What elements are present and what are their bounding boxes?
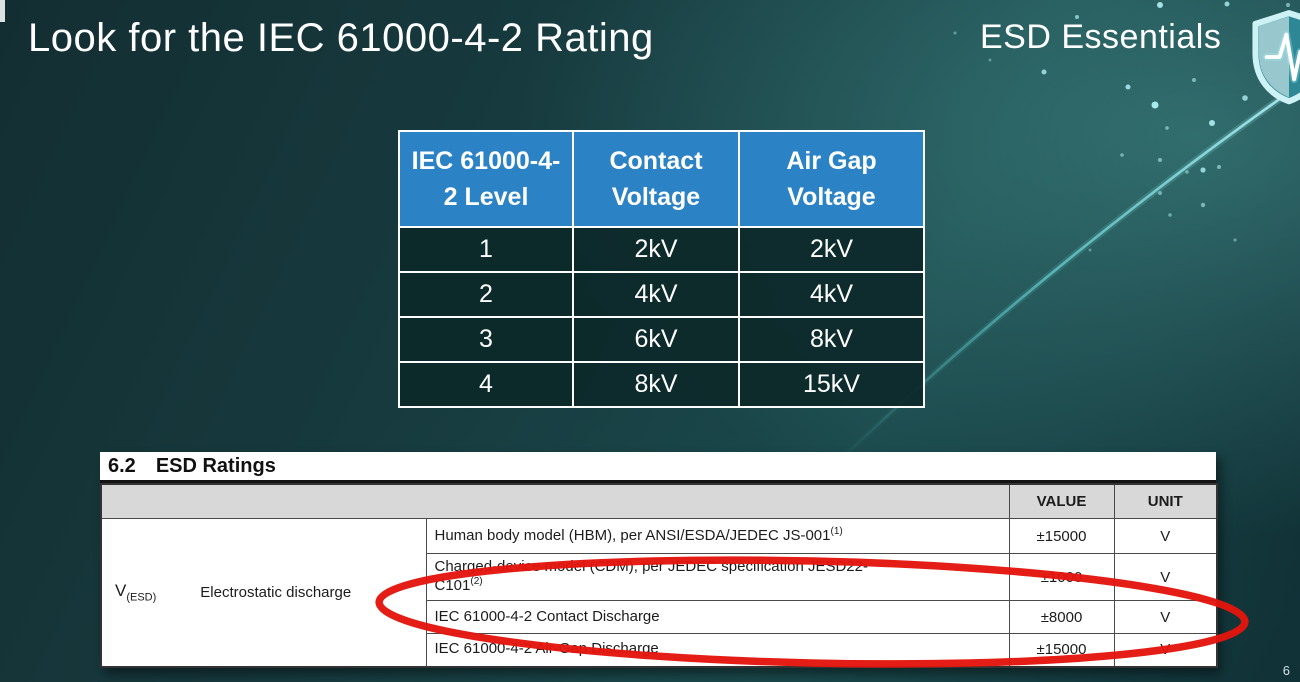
iec-table-cell: 4: [398, 361, 574, 408]
section-title: ESD Ratings: [155, 455, 276, 477]
iec-col-level: IEC 61000-4-2 Level: [398, 130, 574, 228]
unit-header: UNIT: [1113, 483, 1218, 519]
value-cell: ±1000: [1008, 553, 1115, 601]
value-cell: ±8000: [1008, 600, 1115, 634]
iec-table-cell: 1: [398, 226, 574, 273]
iec-table-cell: 2kV: [572, 226, 740, 273]
slide-title: Look for the IEC 61000-4-2 Rating: [28, 16, 654, 60]
iec-table-row: 2 4kV 4kV: [398, 271, 925, 318]
section-number: 6.2: [108, 455, 136, 477]
test-condition-cell: Human body model (HBM), per ANSI/ESDA/JE…: [425, 518, 1010, 554]
value-cell: ±15000: [1008, 518, 1115, 554]
unit-cell: V: [1113, 633, 1218, 667]
iec-table-row: 4 8kV 15kV: [398, 361, 925, 408]
datasheet-section-heading: 6.2 ESD Ratings: [100, 452, 1216, 483]
iec-table-row: 3 6kV 8kV: [398, 316, 925, 363]
unit-cell: V: [1113, 553, 1218, 601]
value-header: VALUE: [1008, 483, 1115, 519]
unit-cell: V: [1113, 518, 1218, 554]
iec-table-cell: 3: [398, 316, 574, 363]
brand-lockup: ESD Essentials: [980, 18, 1221, 57]
iec-table-cell: 15kV: [738, 361, 925, 408]
esd-ratings-header-row: VALUE UNIT: [100, 483, 1218, 519]
iec-table-cell: 8kV: [572, 361, 740, 408]
unit-cell: V: [1113, 600, 1218, 634]
shield-heartbeat-icon: [1252, 10, 1300, 105]
iec-table-cell: 4kV: [738, 271, 925, 318]
iec-61000-level-table: IEC 61000-4-2 Level Contact Voltage Air …: [398, 130, 925, 408]
iec-table-row: 1 2kV 2kV: [398, 226, 925, 273]
empty-header-cell: [100, 483, 1010, 519]
symbol-cell: V(ESD) Electrostatic discharge: [100, 518, 427, 667]
page-number: 6: [1282, 663, 1290, 678]
iec-col-contact: Contact Voltage: [572, 130, 740, 228]
iec-table-cell: 2kV: [738, 226, 925, 273]
iec-table-cell: 2: [398, 271, 574, 318]
test-condition-cell: Charged-device model (CDM), per JEDEC sp…: [425, 553, 1010, 601]
esd-ratings-row: V(ESD) Electrostatic discharge Human body …: [100, 518, 1218, 667]
iec-table-cell: 8kV: [738, 316, 925, 363]
iec-col-airgap: Air Gap Voltage: [738, 130, 925, 228]
datasheet-panel: 6.2 ESD Ratings VALUE UNIT V(ESD) Electros…: [100, 452, 1218, 668]
iec-table-cell: 6kV: [572, 316, 740, 363]
brand-title: ESD Essentials: [980, 18, 1222, 56]
value-cell: ±15000: [1008, 633, 1115, 667]
symbol-vesd: V(ESD): [115, 581, 157, 604]
corner-mark: [0, 0, 5, 22]
test-condition-cell: IEC 61000-4-2 Air-Gap Discharge: [425, 633, 1010, 667]
iec-header-row: IEC 61000-4-2 Level Contact Voltage Air …: [398, 130, 925, 228]
iec-table-cell: 4kV: [572, 271, 740, 318]
esd-ratings-table: VALUE UNIT V(ESD) Electrostatic discharge…: [100, 483, 1218, 668]
parameter-label: Electrostatic discharge: [200, 583, 352, 601]
test-condition-cell: IEC 61000-4-2 Contact Discharge: [425, 600, 1010, 634]
